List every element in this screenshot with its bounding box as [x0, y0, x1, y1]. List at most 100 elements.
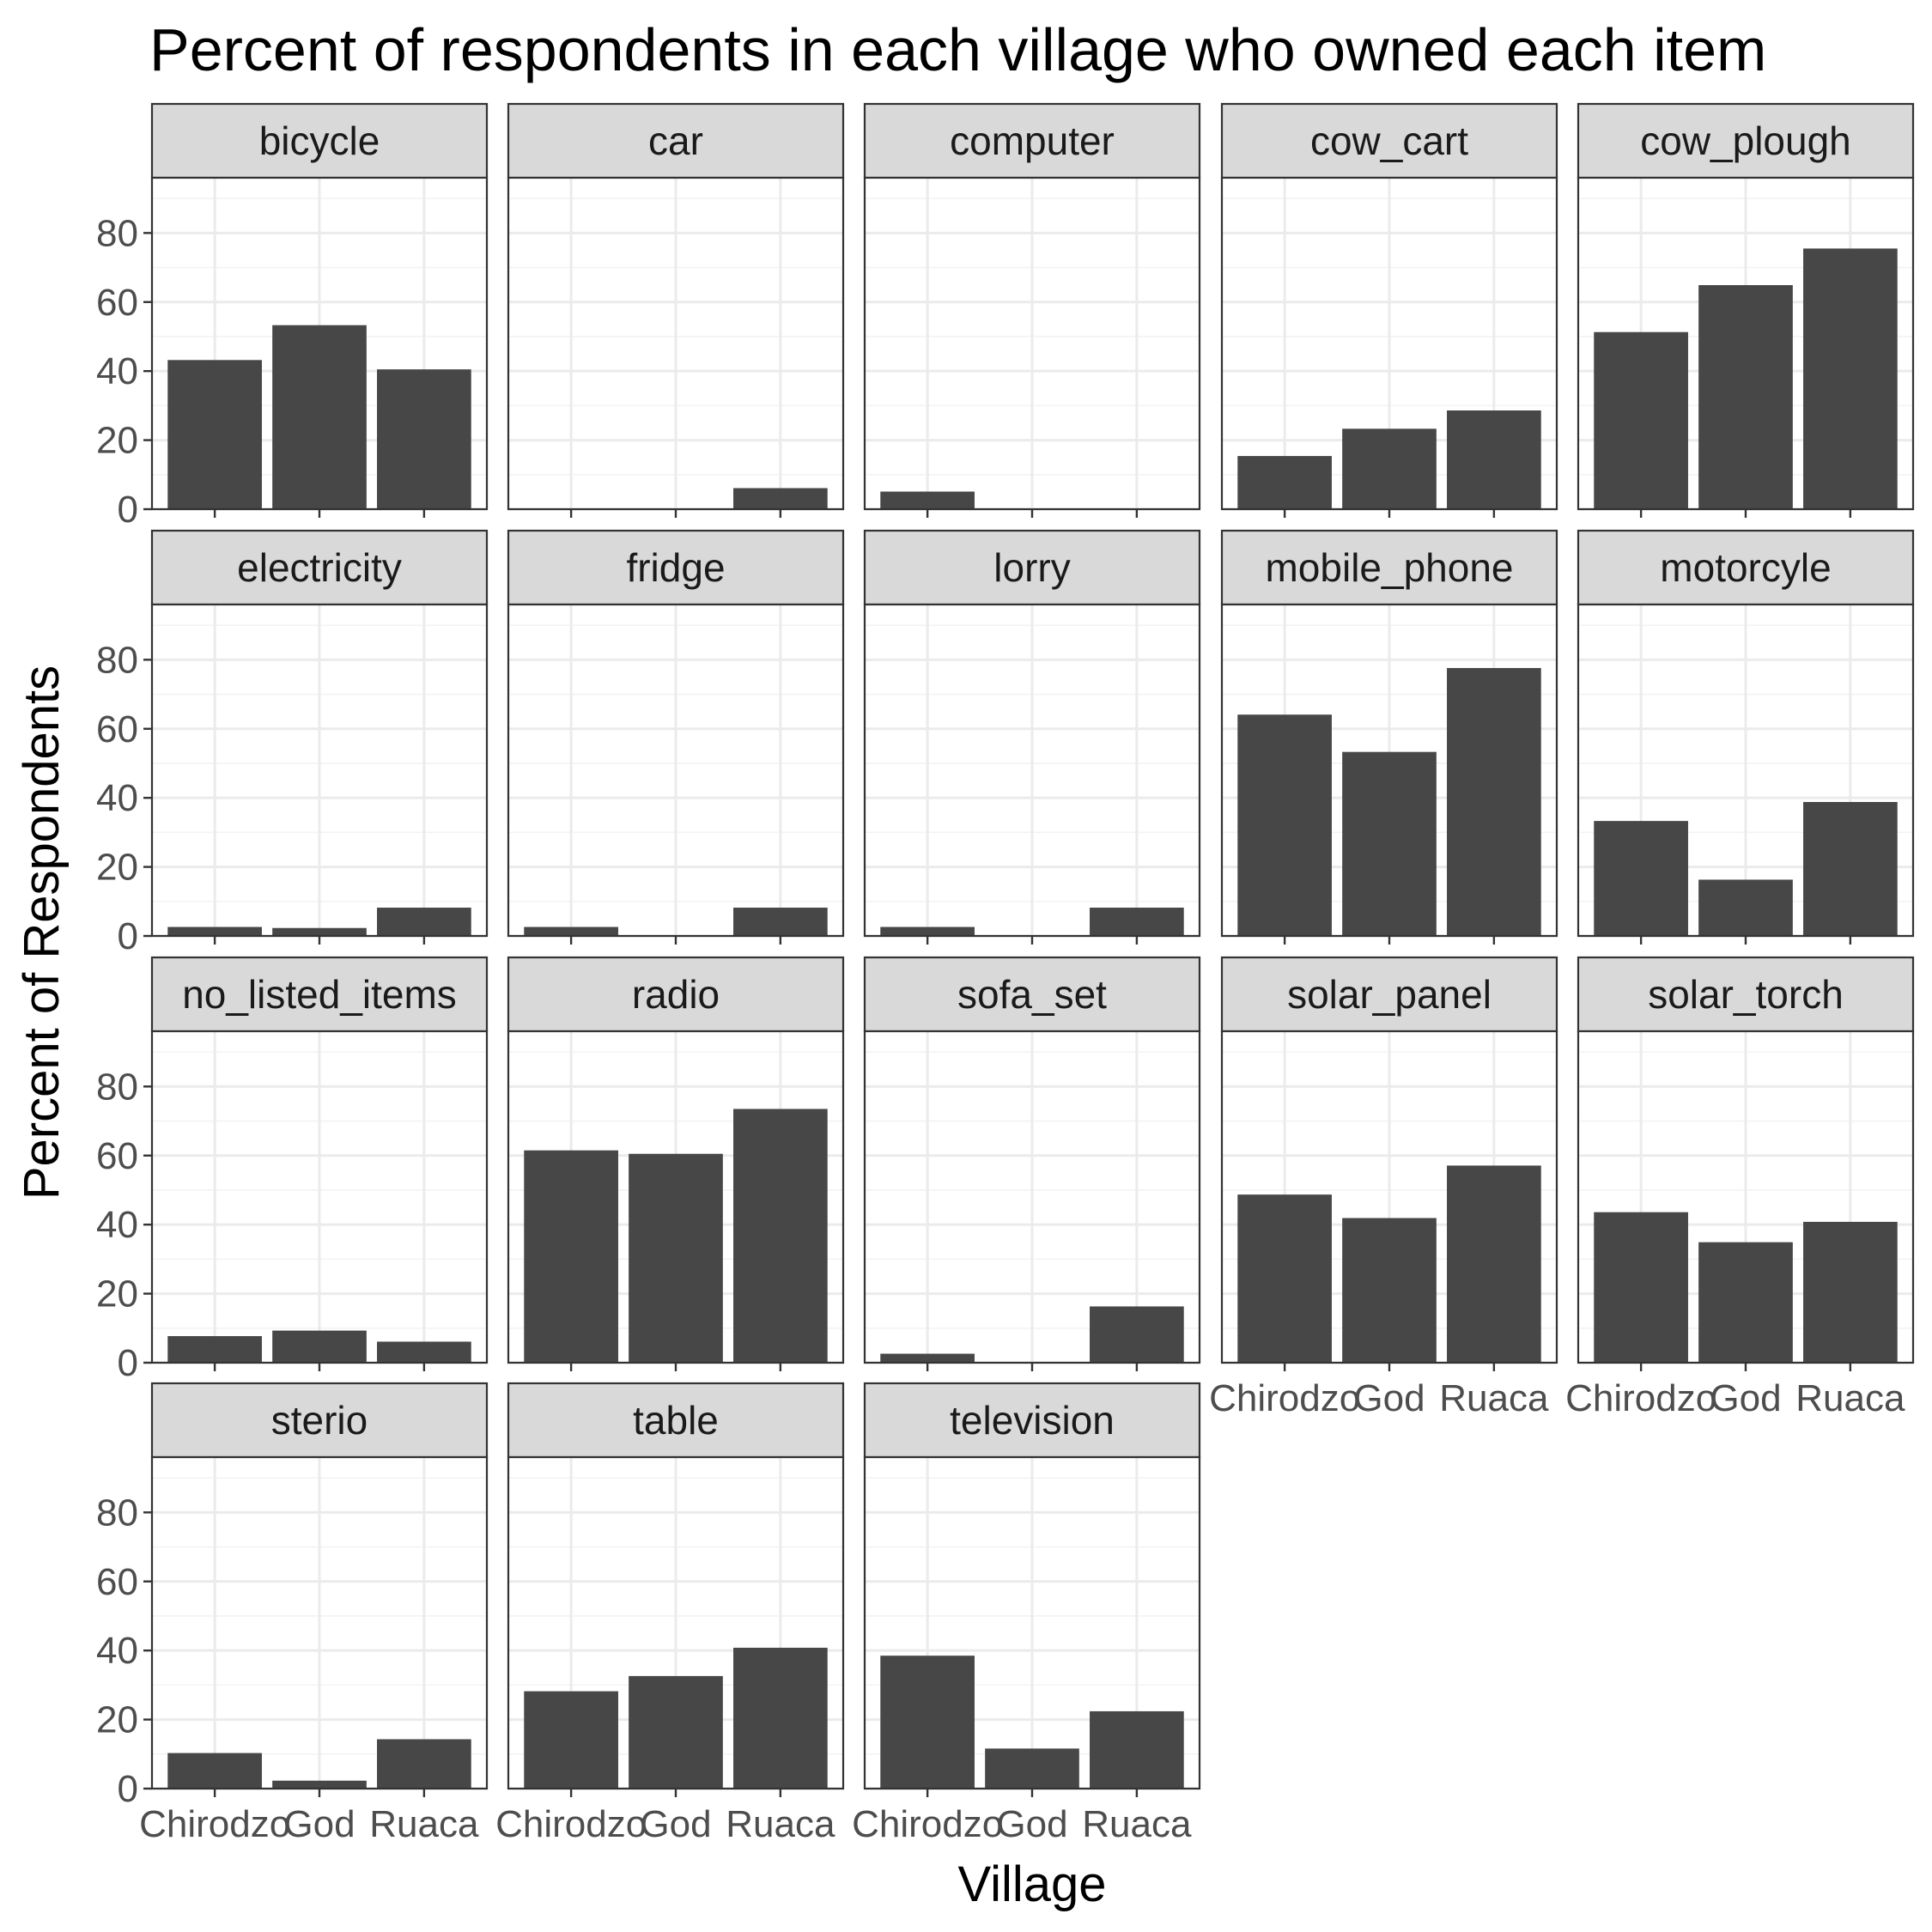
strip-label-mobile_phone: mobile_phone: [1265, 545, 1513, 590]
bar-cow_cart-God: [1342, 428, 1437, 509]
strip-label-no_listed_items: no_listed_items: [182, 972, 457, 1017]
x-tick-label: Ruaca: [1082, 1803, 1192, 1845]
bar-motorcyle-Chirodzo: [1594, 821, 1688, 936]
bar-radio-Ruaca: [733, 1109, 828, 1363]
strip-table: [507, 1382, 845, 1459]
bar-computer-Chirodzo: [880, 491, 975, 509]
bar-table-God: [629, 1675, 723, 1789]
y-tick-label: 80: [96, 1492, 138, 1534]
panel-electricity: electricity 0 20 40 60 80: [96, 529, 489, 957]
bar-cow_plough-God: [1698, 285, 1793, 509]
y-tick-label: 60: [96, 708, 138, 750]
bar-sterio-Chirodzo: [167, 1753, 262, 1789]
panel-cow_plough: cow_plough: [1577, 102, 1915, 518]
strip-no_listed_items: [150, 956, 489, 1033]
strip-label-solar_torch: solar_torch: [1648, 972, 1844, 1017]
panel-computer: computer: [863, 102, 1201, 518]
strip-solar_panel: [1220, 956, 1558, 1033]
x-tick-label: God: [640, 1803, 711, 1845]
strip-fridge: [507, 529, 845, 606]
bar-motorcyle-God: [1698, 879, 1793, 936]
panel-bicycle: bicycle 0 20 40 60 80: [96, 102, 489, 531]
y-tick-label: 20: [96, 1273, 138, 1315]
strip-label-television: television: [950, 1398, 1115, 1443]
strip-label-sterio: sterio: [271, 1398, 368, 1443]
y-tick-label: 40: [96, 1630, 138, 1672]
x-tick-label: Ruaca: [1439, 1377, 1549, 1419]
strip-label-radio: radio: [632, 972, 720, 1017]
panel-sofa_set: sofa_set: [863, 956, 1201, 1371]
y-tick-label: 40: [96, 777, 138, 819]
strip-label-lorry: lorry: [993, 545, 1070, 590]
strip-label-motorcyle: motorcyle: [1660, 545, 1831, 590]
y-tick-label: 80: [96, 1066, 138, 1108]
y-tick-label: 0: [118, 1342, 138, 1384]
strip-lorry: [863, 529, 1201, 606]
bar-bicycle-Chirodzo: [167, 360, 262, 509]
y-tick-label: 20: [96, 420, 138, 462]
y-axis-title: Percent of Respondents: [14, 665, 70, 1200]
y-tick-label: 20: [96, 847, 138, 889]
y-tick-label: 80: [96, 212, 138, 254]
y-tick-label: 0: [118, 1768, 138, 1810]
panel-fridge: fridge: [507, 529, 845, 945]
panel-car: car: [507, 102, 845, 518]
strip-mobile_phone: [1220, 529, 1558, 606]
panel-cow_cart: cow_cart: [1220, 102, 1558, 518]
bar-electricity-Ruaca: [377, 908, 471, 936]
strip-radio: [507, 956, 845, 1033]
strip-label-electricity: electricity: [237, 545, 402, 590]
bar-car-Ruaca: [733, 488, 828, 509]
strip-label-bicycle: bicycle: [259, 118, 380, 163]
bar-sofa_set-Ruaca: [1090, 1306, 1184, 1363]
bar-solar_torch-Ruaca: [1803, 1221, 1898, 1363]
strip-bicycle: [150, 102, 489, 179]
strip-cow_plough: [1577, 102, 1915, 179]
x-tick-label: Chirodzo: [495, 1803, 647, 1845]
strip-label-cow_plough: cow_plough: [1640, 118, 1851, 163]
x-tick-label: Ruaca: [726, 1803, 835, 1845]
panel-no_listed_items: no_listed_items 0 20 40 60 80: [96, 956, 489, 1384]
bar-solar_panel-Chirodzo: [1237, 1194, 1332, 1363]
bar-fridge-Chirodzo: [524, 927, 618, 936]
y-tick-label: 60: [96, 282, 138, 324]
y-tick-label: 40: [96, 1204, 138, 1246]
panel-lorry: lorry: [863, 529, 1201, 945]
bar-solar_torch-God: [1698, 1242, 1793, 1363]
bar-sterio-God: [272, 1780, 367, 1789]
bar-cow_cart-Chirodzo: [1237, 456, 1332, 509]
bar-electricity-God: [272, 927, 367, 936]
bar-table-Chirodzo: [524, 1691, 618, 1789]
bar-solar_panel-God: [1342, 1218, 1437, 1363]
bar-bicycle-Ruaca: [377, 369, 471, 509]
x-tick-label: Ruaca: [369, 1803, 479, 1845]
bar-no_listed_items-Ruaca: [377, 1341, 471, 1363]
y-tick-label: 20: [96, 1699, 138, 1741]
strip-solar_torch: [1577, 956, 1915, 1033]
y-tick-label: 40: [96, 350, 138, 392]
strip-label-solar_panel: solar_panel: [1287, 972, 1492, 1017]
bar-solar_panel-Ruaca: [1447, 1165, 1541, 1363]
bar-electricity-Chirodzo: [167, 927, 262, 936]
y-tick-label: 60: [96, 1135, 138, 1177]
bar-radio-God: [629, 1153, 723, 1363]
bar-cow_cart-Ruaca: [1447, 410, 1541, 509]
panel-radio: radio: [507, 956, 845, 1371]
panel-motorcyle: motorcyle: [1577, 529, 1915, 945]
x-tick-label: Chirodzo: [1209, 1377, 1360, 1419]
x-tick-label: Chirodzo: [139, 1803, 290, 1845]
strip-motorcyle: [1577, 529, 1915, 606]
bar-television-Ruaca: [1090, 1710, 1184, 1789]
x-tick-label: God: [283, 1803, 355, 1845]
x-tick-label: God: [1353, 1377, 1425, 1419]
x-tick-label: Chirodzo: [852, 1803, 1003, 1845]
strip-label-fridge: fridge: [626, 545, 725, 590]
bar-no_listed_items-God: [272, 1330, 367, 1363]
strip-label-sofa_set: sofa_set: [957, 972, 1107, 1017]
strip-car: [507, 102, 845, 179]
